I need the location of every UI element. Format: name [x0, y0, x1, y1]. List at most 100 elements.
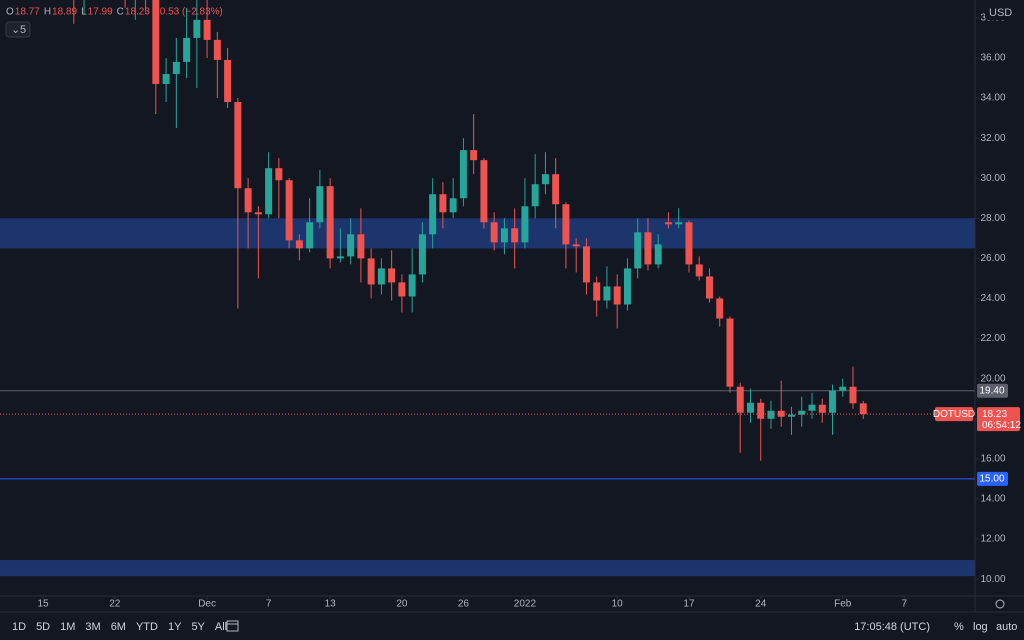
last-price-label: 18.23 [982, 409, 1007, 420]
candle-body [326, 186, 334, 259]
candle-body [285, 180, 293, 241]
candle-body [500, 228, 508, 243]
candle-body [254, 212, 262, 215]
scale-option[interactable]: log [973, 621, 988, 633]
candle-body [316, 186, 324, 223]
support-zone [0, 560, 975, 577]
level-label: 15.00 [979, 474, 1004, 485]
y-tick-label: 24.00 [980, 293, 1005, 304]
scale-option[interactable]: auto [996, 621, 1017, 633]
candle-body [367, 258, 375, 285]
x-tick-label: 20 [396, 599, 408, 610]
candle-body [736, 386, 744, 413]
chevron: ⌄ [11, 24, 20, 36]
legend-value: 18.77 [15, 7, 40, 18]
legend-key: C [117, 7, 124, 18]
x-tick-label: Feb [834, 599, 852, 610]
candle-body [849, 386, 857, 404]
legend-change: −0.53 (−2.83%) [154, 7, 223, 18]
candle-body [808, 404, 816, 411]
countdown: 06:54:12 [982, 420, 1021, 431]
x-tick-label: 22 [109, 599, 121, 610]
candle-body [798, 410, 806, 415]
candle-body [470, 150, 478, 161]
y-tick-label: 14.00 [980, 494, 1005, 505]
candle-body [295, 240, 303, 249]
x-tick-label: 26 [458, 599, 470, 610]
range-button[interactable]: 5D [36, 621, 50, 633]
range-button[interactable]: 3M [85, 621, 100, 633]
candle-body [203, 19, 211, 40]
candle-body [644, 232, 652, 265]
candle-body [193, 19, 201, 38]
x-tick-label: 2022 [514, 599, 537, 610]
y-tick-label: 16.00 [980, 453, 1005, 464]
candle-body [603, 286, 611, 301]
candle-body [275, 168, 283, 181]
y-tick-label: 36.00 [980, 53, 1005, 64]
candle-body [531, 184, 539, 207]
candle-body [541, 174, 549, 185]
ohlc-legend: O 18.77 H 18.89 L 17.99 C 18.23 −0.53 (−2.83%) [6, 7, 223, 18]
candle-body [347, 234, 355, 257]
candle-body [613, 286, 621, 305]
level-badge [977, 471, 1008, 486]
indicator-count: 5 [20, 24, 26, 36]
range-button[interactable]: 1M [60, 621, 75, 633]
candle-body [480, 160, 488, 223]
candle-body [695, 264, 703, 277]
candle-body [859, 403, 867, 415]
symbol-badge [935, 407, 973, 422]
candle-body [234, 102, 242, 189]
candle-body [787, 414, 795, 417]
x-tick-label: 7 [901, 599, 907, 610]
candle-body [726, 318, 734, 387]
candle-body [716, 298, 724, 319]
settings-icon[interactable] [995, 599, 1005, 609]
candle-body [746, 402, 754, 413]
candle-body [757, 402, 765, 419]
range-button[interactable]: 6M [111, 621, 126, 633]
candle-body [767, 410, 775, 419]
legend-key: H [44, 7, 51, 18]
legend-key: L [81, 7, 87, 18]
candle-body [829, 390, 836, 413]
currency-button[interactable] [985, 5, 1017, 20]
indicator-toggle[interactable] [5, 21, 31, 38]
icon-frame [226, 620, 239, 632]
candle-body [521, 206, 529, 243]
candle-body [408, 274, 416, 297]
y-tick-label: 28.00 [980, 213, 1005, 224]
axes: 19.4015.0010.0012.0014.0016.0018.0020.00… [37, 12, 1021, 609]
candle-body [377, 268, 385, 285]
legend-value: 18.23 [125, 7, 150, 18]
y-tick-label: 26.00 [980, 253, 1005, 264]
y-tick-label: 20.00 [980, 373, 1005, 384]
last-price-badge [977, 407, 1020, 432]
y-tick-label: 30.00 [980, 173, 1005, 184]
legend-value: 18.89 [52, 7, 77, 18]
candle-body [244, 188, 252, 213]
range-button[interactable]: All [215, 621, 227, 633]
candle-body [183, 37, 191, 62]
symbol-label: DOTUSD [933, 409, 975, 420]
legend-value: 17.99 [88, 7, 113, 18]
y-tick-label: 10.00 [980, 574, 1005, 585]
candle-body [572, 244, 580, 247]
scale-option[interactable]: % [954, 621, 964, 633]
candle-body [818, 404, 826, 413]
legend-key: O [6, 7, 14, 18]
range-button[interactable]: 1D [12, 621, 26, 633]
candle-body [593, 282, 601, 301]
range-button[interactable]: 1Y [168, 621, 182, 633]
range-button[interactable]: 5Y [191, 621, 205, 633]
candle-body [685, 222, 693, 265]
clock: 17:05:48 (UTC) [854, 621, 930, 633]
candle-body [634, 232, 642, 269]
candle-body [213, 39, 221, 60]
bottom-toolbar: 1D 5D 1M 3M 6M YTD 1Y 5Y All 17:05:48 (UTC)% log au… [12, 621, 1017, 633]
range-button[interactable]: YTD [136, 621, 158, 633]
calendar-icon[interactable] [226, 620, 239, 632]
candle-body [459, 150, 467, 199]
